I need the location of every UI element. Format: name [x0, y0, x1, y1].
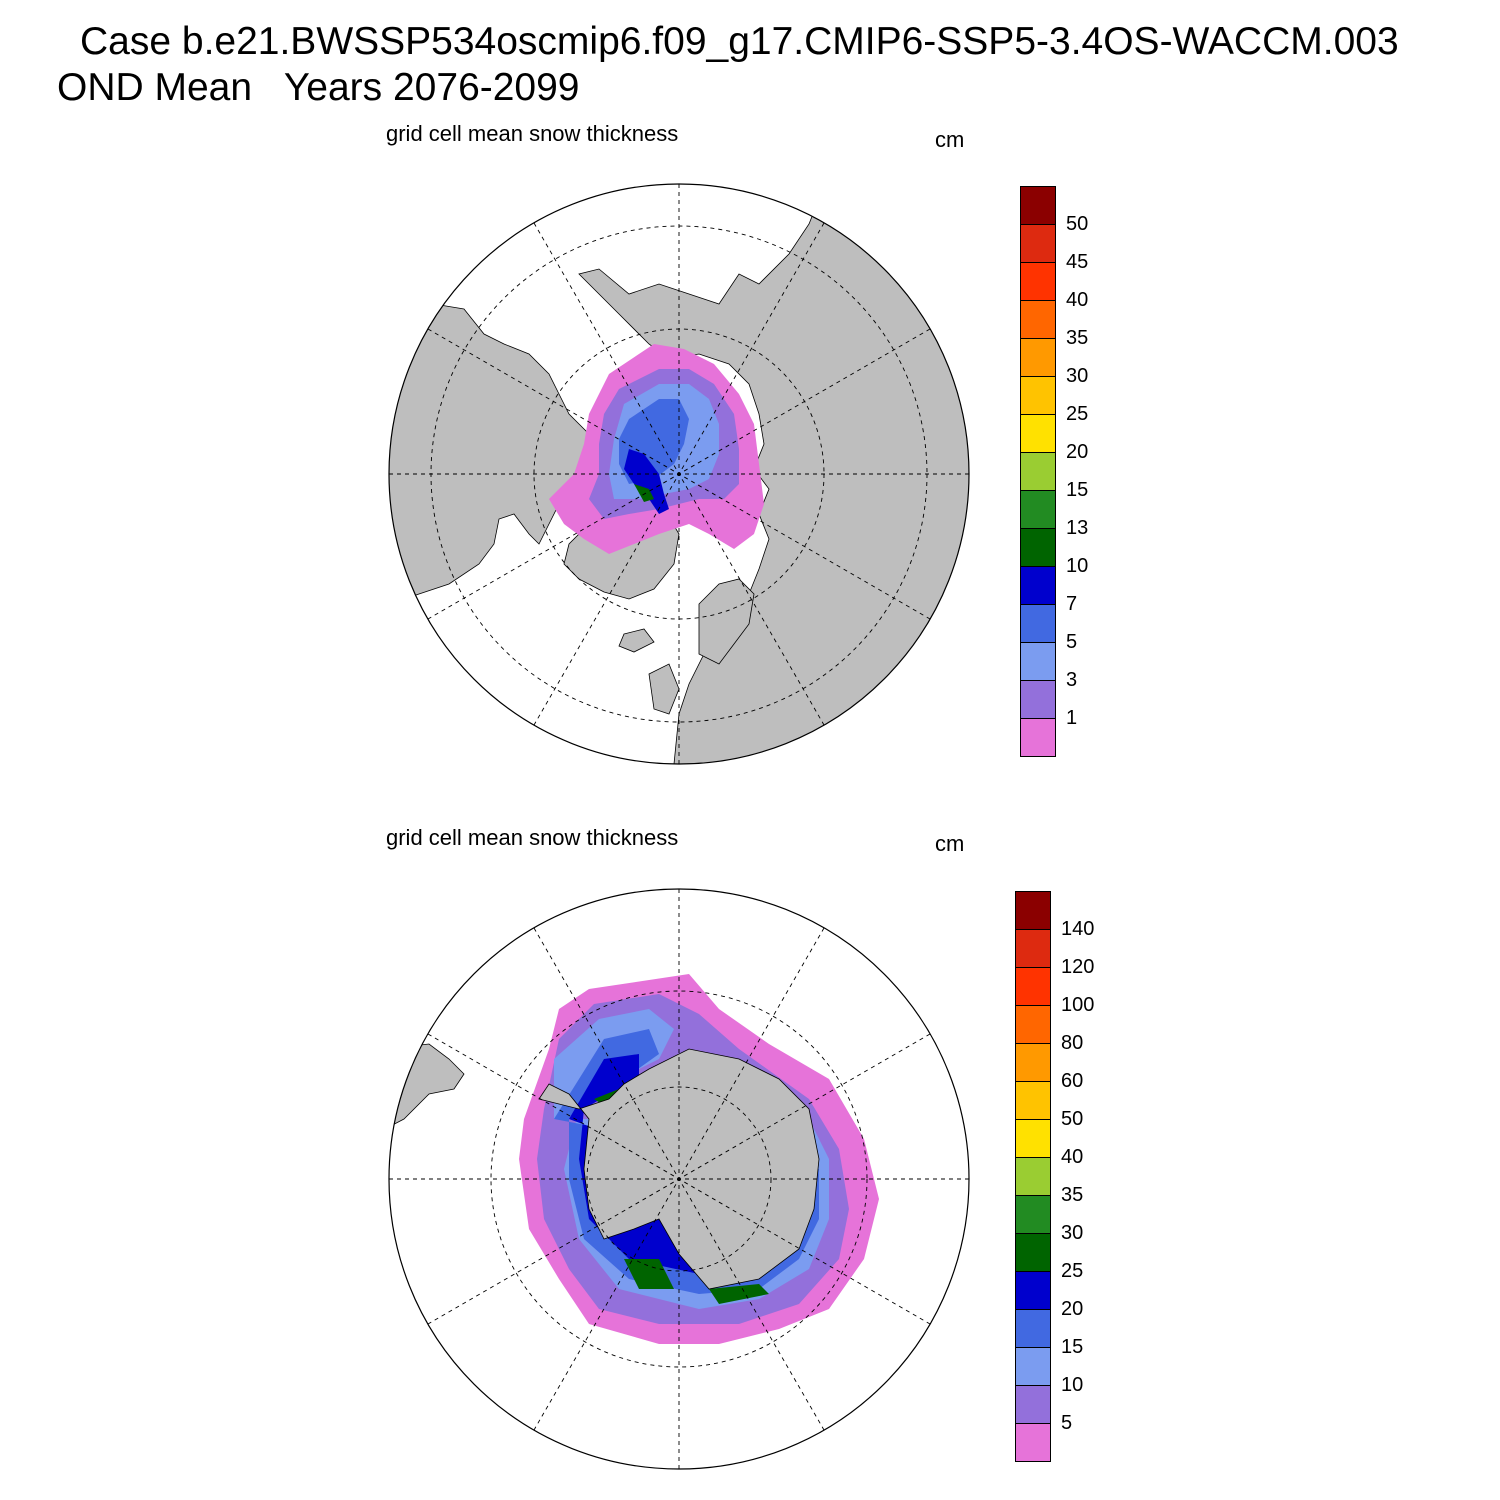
arctic-polar-map: [388, 183, 970, 765]
arctic-panel-title: grid cell mean snow thickness: [386, 121, 679, 146]
antarctic-colorbar-box: [1015, 929, 1051, 968]
arctic-colorbar-box: [1020, 376, 1056, 415]
arctic-colorbar-level-label: 45: [1066, 251, 1089, 273]
arctic-colorbar-level-label: 25: [1066, 403, 1089, 425]
arctic-colorbar-box: [1020, 452, 1056, 491]
antarctic-colorbar-box: [1015, 1271, 1051, 1310]
arctic-colorbar-level-label: 35: [1066, 327, 1089, 349]
antarctic-colorbar-level-label: 60: [1061, 1070, 1084, 1092]
arctic-land-britain: [648, 663, 680, 715]
antarctic-colorbar-level-label: 140: [1061, 918, 1095, 940]
antarctic-colorbar-level-label: 5: [1061, 1412, 1073, 1434]
arctic-colorbar-level-label: 15: [1066, 479, 1089, 501]
antarctic-colorbar-box: [1015, 1157, 1051, 1196]
arctic-land-scandinavia: [698, 578, 755, 665]
antarctic-colorbar-level-label: 15: [1061, 1336, 1084, 1358]
arctic-colorbar-box: [1020, 414, 1056, 453]
arctic-colorbar-box: [1020, 186, 1056, 225]
antarctic-colorbar-level-label: 80: [1061, 1032, 1084, 1054]
antarctic-colorbar-level-label: 20: [1061, 1298, 1084, 1320]
arctic-colorbar-box: [1020, 528, 1056, 567]
arctic-colorbar-box: [1020, 224, 1056, 263]
arctic-colorbar-level-label: 30: [1066, 365, 1089, 387]
antarctic-colorbar-level-label: 30: [1061, 1222, 1084, 1244]
arctic-colorbar-box: [1020, 338, 1056, 377]
antarctic-colorbar-box: [1015, 1233, 1051, 1272]
arctic-colorbar-level-label: 10: [1066, 555, 1089, 577]
arctic-colorbar-level-label: 1: [1066, 707, 1078, 729]
arctic-colorbar-level-label: 5: [1066, 631, 1078, 653]
arctic-colorbar-box: [1020, 300, 1056, 339]
antarctic-colorbar-box: [1015, 1195, 1051, 1234]
antarctic-panel-title: grid cell mean snow thickness: [386, 825, 679, 850]
arctic-unit-label: cm: [935, 127, 965, 152]
antarctic-colorbar-box: [1015, 891, 1051, 930]
antarctic-colorbar-level-label: 100: [1061, 994, 1095, 1016]
arctic-land-iceland: [618, 628, 655, 653]
antarctic-colorbar-box: [1015, 967, 1051, 1006]
antarctic-polar-map: [388, 888, 970, 1470]
antarctic-colorbar-level-label: 25: [1061, 1260, 1084, 1282]
antarctic-colorbar-box: [1015, 1423, 1051, 1462]
arctic-colorbar-box: [1020, 262, 1056, 301]
antarctic-colorbar-box: [1015, 1385, 1051, 1424]
arctic-colorbar-box: [1020, 604, 1056, 643]
arctic-colorbar-box: [1020, 718, 1056, 757]
arctic-snow-band-13cm: [634, 484, 654, 502]
arctic-colorbar-level-label: 40: [1066, 289, 1089, 311]
antarctic-colorbar-level-label: 40: [1061, 1146, 1084, 1168]
arctic-snow-band-10cm: [624, 449, 669, 514]
antarctic-colorbar-level-label: 120: [1061, 956, 1095, 978]
arctic-colorbar-box: [1020, 680, 1056, 719]
antarctic-colorbar-box: [1015, 1081, 1051, 1120]
arctic-colorbar-box: [1020, 566, 1056, 605]
antarctic-unit-label: cm: [935, 831, 965, 856]
arctic-colorbar-level-label: 7: [1066, 593, 1078, 615]
arctic-graticule: [389, 184, 969, 764]
antarctic-colorbar-level-label: 50: [1061, 1108, 1084, 1130]
antarctic-colorbar-box: [1015, 1309, 1051, 1348]
antarctic-colorbar-box: [1015, 1119, 1051, 1158]
antarctic-colorbar-box: [1015, 1043, 1051, 1082]
arctic-map-border: [388, 183, 970, 765]
figure-title-period: OND Mean Years 2076-2099: [57, 66, 580, 109]
antarctic-colorbar-box: [1015, 1347, 1051, 1386]
antarctic-colorbar-level-label: 10: [1061, 1374, 1084, 1396]
arctic-colorbar-level-label: 3: [1066, 669, 1078, 691]
antarctic-colorbar-box: [1015, 1005, 1051, 1044]
figure-title-case: Case b.e21.BWSSP534oscmip6.f09_g17.CMIP6…: [80, 20, 1399, 63]
arctic-colorbar-level-label: 20: [1066, 441, 1089, 463]
arctic-colorbar-box: [1020, 490, 1056, 529]
arctic-colorbar-level-label: 13: [1066, 517, 1089, 539]
antarctic-graticule: [389, 889, 969, 1469]
antarctic-map-border: [388, 888, 970, 1470]
arctic-colorbar-level-label: 50: [1066, 213, 1089, 235]
antarctic-colorbar-level-label: 35: [1061, 1184, 1084, 1206]
arctic-colorbar-box: [1020, 642, 1056, 681]
